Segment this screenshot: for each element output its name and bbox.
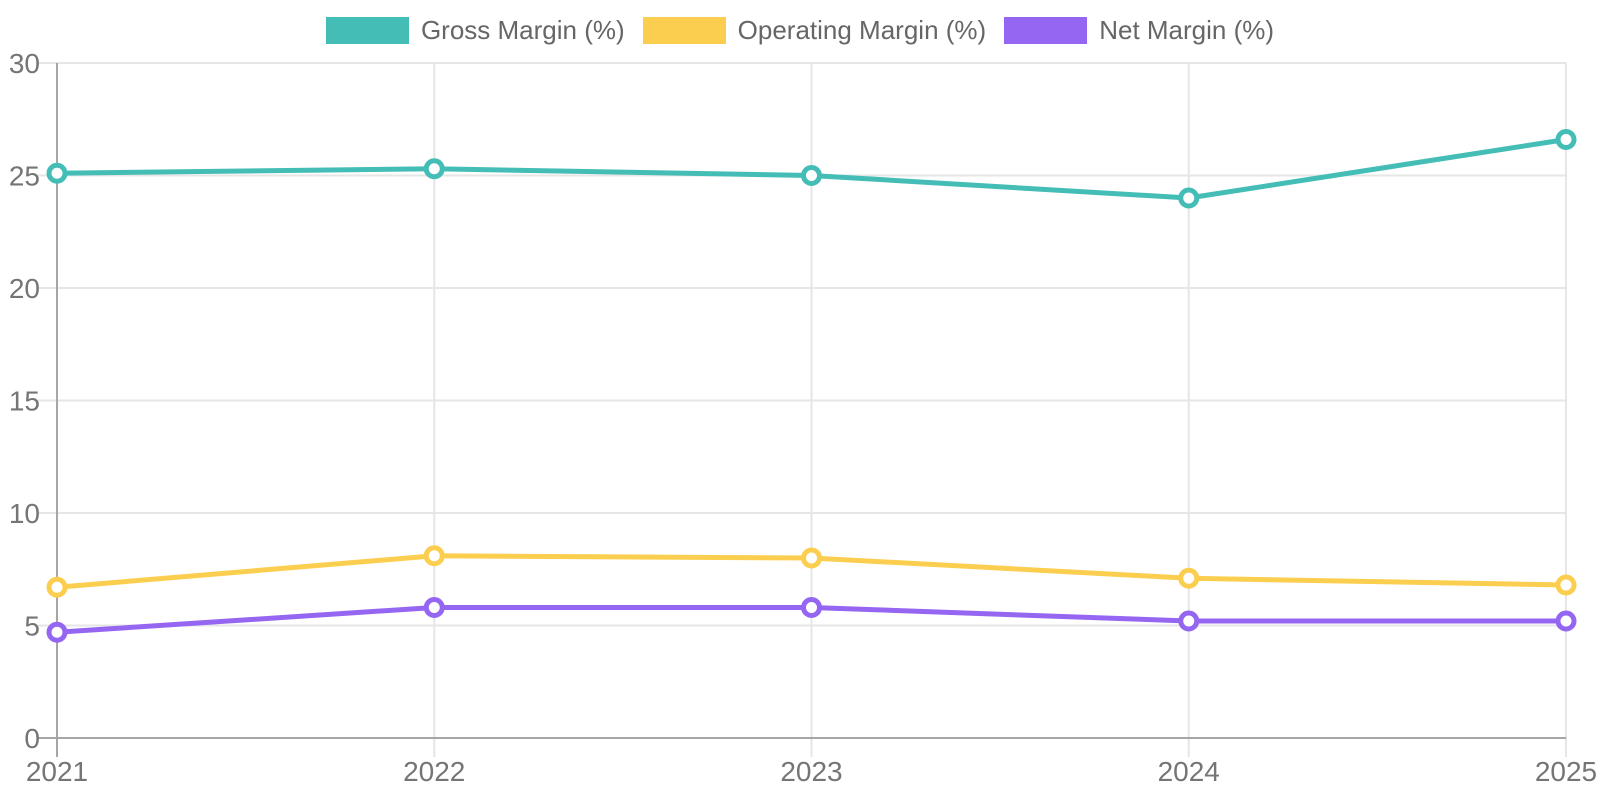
legend-swatch-operating-margin (642, 16, 726, 44)
x-tick-label-2021: 2021 (26, 756, 88, 787)
y-tick-label-20: 20 (9, 273, 40, 304)
legend-item-operating-margin[interactable]: Operating Margin (%) (642, 15, 987, 45)
chart-legend: Gross Margin (%) Operating Margin (%) Net … (0, 15, 1600, 45)
data-point-net-margin-2021[interactable] (46, 621, 68, 643)
legend-item-gross-margin[interactable]: Gross Margin (%) (325, 15, 625, 45)
data-point-gross-margin-2022[interactable] (423, 158, 445, 180)
data-point-operating-margin-2024[interactable] (1178, 567, 1200, 589)
data-point-gross-margin-2024[interactable] (1178, 187, 1200, 209)
y-tick-label-30: 30 (9, 48, 40, 79)
legend-swatch-gross-margin (325, 16, 409, 44)
y-tick-label-25: 25 (9, 161, 40, 192)
y-tick-label-0: 0 (24, 723, 40, 754)
legend-label-net-margin: Net Margin (%) (1099, 15, 1275, 45)
data-point-net-margin-2022[interactable] (423, 597, 445, 618)
y-tick-label-5: 5 (24, 611, 40, 642)
x-tick-label-2023: 2023 (780, 756, 842, 787)
data-point-operating-margin-2022[interactable] (423, 545, 445, 567)
data-point-gross-margin-2021[interactable] (46, 162, 68, 184)
data-point-net-margin-2023[interactable] (801, 597, 822, 618)
x-tick-label-2022: 2022 (403, 756, 465, 787)
legend-item-net-margin[interactable]: Net Margin (%) (1004, 15, 1274, 45)
data-point-net-margin-2024[interactable] (1178, 610, 1200, 632)
legend-swatch-net-margin (1004, 16, 1088, 44)
data-point-operating-margin-2021[interactable] (46, 576, 68, 598)
legend-label-gross-margin: Gross Margin (%) (420, 15, 625, 45)
data-point-gross-margin-2023[interactable] (801, 165, 822, 186)
x-tick-label-2025: 2025 (1535, 756, 1597, 787)
y-tick-label-15: 15 (9, 386, 40, 417)
data-point-gross-margin-2025[interactable] (1555, 129, 1577, 150)
legend-label-operating-margin: Operating Margin (%) (737, 15, 987, 45)
data-point-net-margin-2025[interactable] (1555, 610, 1577, 632)
x-tick-label-2024: 2024 (1158, 756, 1220, 787)
data-point-operating-margin-2025[interactable] (1555, 574, 1577, 596)
y-tick-label-10: 10 (9, 498, 40, 529)
data-point-operating-margin-2023[interactable] (801, 547, 822, 569)
